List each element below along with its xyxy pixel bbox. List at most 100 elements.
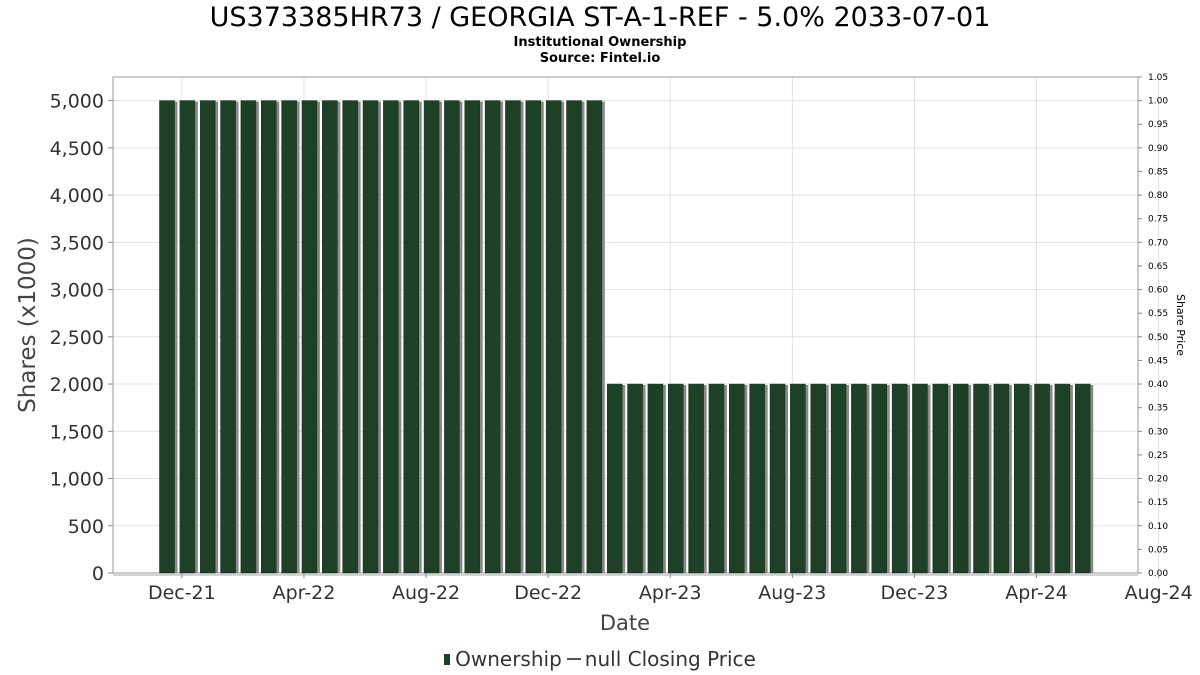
- bar: [769, 383, 786, 574]
- y2-tick-label: 0.40: [1148, 380, 1168, 390]
- bar: [505, 100, 521, 574]
- chart-title: US373385HR73 / GEORGIA ST-A-1-REF - 5.0%…: [209, 2, 991, 33]
- bar: [1075, 383, 1091, 574]
- bar: [586, 100, 603, 574]
- bar: [1013, 383, 1030, 574]
- y2-tick-label: 0.45: [1148, 356, 1168, 366]
- bar: [179, 100, 196, 574]
- x-axis-label: Date: [600, 611, 650, 635]
- chart-source: Source: Fintel.io: [539, 51, 661, 66]
- y-tick-label: 3,500: [50, 232, 104, 254]
- y2-tick-label: 0.65: [1148, 262, 1168, 272]
- legend-ownership-swatch: [444, 654, 451, 665]
- bar: [932, 383, 949, 574]
- y2-axis-label: Share Price: [1174, 294, 1187, 356]
- y2-tick-label: 0.85: [1148, 167, 1168, 177]
- bar: [220, 100, 236, 574]
- x-tick-label: Aug-24: [1125, 582, 1193, 604]
- bar: [199, 100, 216, 574]
- y2-tick-label: 0.35: [1148, 404, 1168, 414]
- bar: [444, 100, 460, 574]
- bar: [668, 383, 684, 574]
- legend: Ownership null Closing Price: [0, 647, 1200, 671]
- y-tick-label: 2,000: [50, 374, 104, 396]
- plot-frame: [112, 76, 1139, 574]
- bar: [240, 100, 257, 574]
- y2-tick-label: 0.15: [1148, 498, 1168, 508]
- y-tick-label: 0: [92, 563, 104, 585]
- y-tick-label: 5,000: [50, 91, 104, 113]
- y2-tick-label: 1.00: [1148, 97, 1168, 107]
- y2-tick-label: 0.25: [1148, 451, 1168, 461]
- x-tick-label: Aug-23: [758, 582, 826, 604]
- y-tick-label: 500: [68, 516, 104, 538]
- bar: [525, 100, 542, 574]
- bar: [810, 383, 826, 574]
- bar: [403, 100, 419, 574]
- y2-tick-label: 0.95: [1148, 120, 1168, 130]
- y2-axis-ticks: 0.000.050.100.150.200.250.300.350.400.45…: [1138, 73, 1168, 579]
- legend-ownership-label: Ownership: [455, 647, 562, 671]
- bar: [891, 383, 908, 574]
- bar: [464, 100, 480, 574]
- bar: [484, 100, 501, 574]
- y2-tick-label: 0.30: [1148, 427, 1168, 437]
- x-tick-label: Dec-23: [881, 582, 949, 604]
- bar: [790, 383, 806, 574]
- y2-tick-label: 0.10: [1148, 522, 1168, 532]
- y-tick-label: 1,500: [50, 421, 104, 443]
- y2-tick-label: 0.75: [1148, 215, 1168, 225]
- ownership-chart: 0 500 1,000 1,500 2,000 2,500 3,000 3,500 4,000 4…: [15, 73, 1193, 635]
- bar: [566, 100, 582, 574]
- bar-series-ownership: [159, 100, 1094, 574]
- bar: [301, 100, 318, 574]
- y2-tick-label: 0.05: [1148, 545, 1168, 555]
- bar: [830, 383, 847, 574]
- bar: [342, 100, 358, 574]
- x-tick-label: Apr-22: [273, 582, 336, 604]
- bar: [952, 383, 969, 574]
- legend-price-label: null Closing Price: [584, 647, 756, 671]
- y2-tick-label: 0.55: [1148, 309, 1168, 319]
- bar: [545, 100, 562, 574]
- x-tick-label: Dec-21: [148, 582, 216, 604]
- y2-tick-label: 0.80: [1148, 191, 1168, 201]
- y-tick-label: 2,500: [50, 327, 104, 349]
- x-tick-label: Aug-22: [392, 582, 460, 604]
- chart-subtitle: Institutional Ownership: [513, 35, 687, 50]
- y2-tick-label: 0.60: [1148, 286, 1168, 296]
- bar: [322, 100, 338, 574]
- y-tick-label: 3,000: [50, 280, 104, 302]
- y2-tick-label: 0.90: [1148, 144, 1168, 154]
- bar: [851, 383, 867, 574]
- bar: [912, 383, 928, 574]
- bar: [749, 383, 765, 574]
- x-axis-ticks: Dec-21 Apr-22 Aug-22 Dec-22 Apr-23 Aug-23 Dec-…: [113, 573, 1193, 604]
- y2-tick-label: 1.05: [1148, 73, 1168, 83]
- y2-tick-label: 0.70: [1148, 238, 1168, 248]
- y-tick-label: 4,000: [50, 185, 104, 207]
- bar: [261, 100, 277, 574]
- y2-tick-label: 0.20: [1148, 475, 1168, 485]
- bar: [729, 383, 745, 574]
- y-axis-label: Shares (x1000): [15, 237, 41, 413]
- x-tick-label: Dec-22: [514, 582, 582, 604]
- bar: [708, 383, 725, 574]
- y-axis-ticks: 0 500 1,000 1,500 2,000 2,500 3,000 3,500 4,000 4…: [50, 91, 113, 585]
- bar: [1034, 383, 1050, 574]
- bar: [688, 383, 704, 574]
- bar: [1054, 383, 1071, 574]
- bar: [993, 383, 1010, 574]
- y-tick-label: 4,500: [50, 138, 104, 160]
- y2-tick-label: 0.50: [1148, 333, 1168, 343]
- y-tick-label: 1,000: [50, 469, 104, 491]
- legend-price-swatch: [566, 658, 581, 660]
- bar: [423, 100, 440, 574]
- bar: [627, 383, 643, 574]
- bar: [973, 383, 989, 574]
- bar: [647, 383, 664, 574]
- x-tick-label: Apr-23: [639, 582, 702, 604]
- bar: [383, 100, 399, 574]
- bar: [281, 100, 297, 574]
- x-tick-label: Apr-24: [1005, 582, 1068, 604]
